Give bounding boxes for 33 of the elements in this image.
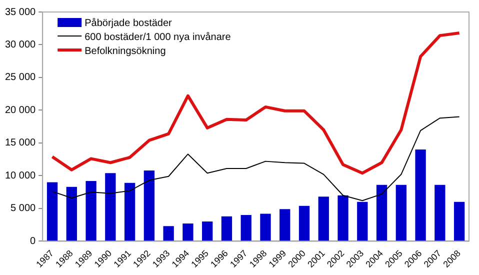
bar — [318, 196, 329, 241]
bar — [144, 170, 155, 241]
bar — [221, 216, 232, 241]
bar — [182, 224, 194, 241]
bar — [376, 184, 388, 241]
bar — [280, 209, 290, 241]
bar — [396, 184, 406, 241]
y-tick-label: 35 000 — [4, 6, 36, 18]
bar — [46, 182, 58, 241]
bar — [202, 222, 213, 241]
bar — [434, 184, 446, 241]
bar — [66, 186, 77, 241]
bar — [357, 202, 368, 241]
bar — [338, 195, 348, 241]
bar — [298, 206, 310, 241]
y-tick-label: 0 — [30, 236, 36, 247]
legend-label: 600 bostäder/1 000 nya invånare — [84, 30, 232, 43]
bar — [86, 180, 96, 241]
y-tick-label: 10 000 — [4, 170, 36, 182]
bar — [415, 150, 426, 241]
bar — [454, 202, 465, 241]
y-tick-label: 5 000 — [10, 203, 36, 214]
legend-label: Befolkningsökning — [84, 46, 166, 57]
bar — [124, 182, 136, 241]
legend-label: Påbörjade bostäder — [84, 16, 173, 29]
bar — [105, 173, 116, 241]
bar — [260, 214, 271, 241]
bar — [163, 226, 174, 241]
y-tick-label: 25 000 — [4, 72, 36, 84]
y-tick-label: 30 000 — [4, 39, 36, 50]
y-tick-label: 15 000 — [4, 138, 36, 149]
y-tick-label: 20 000 — [4, 104, 36, 116]
bar — [240, 215, 252, 241]
